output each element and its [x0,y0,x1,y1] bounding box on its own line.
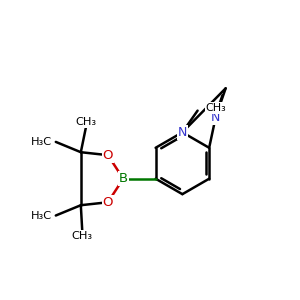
Text: CH₃: CH₃ [76,117,97,127]
Text: N: N [178,126,187,139]
Text: CH₃: CH₃ [72,231,93,241]
Text: CH₃: CH₃ [206,103,226,113]
Text: O: O [103,149,113,162]
Text: B: B [119,172,128,185]
Text: H₃C: H₃C [31,211,52,220]
Text: N: N [211,111,220,124]
Text: O: O [103,196,113,209]
Text: H₃C: H₃C [31,137,52,147]
